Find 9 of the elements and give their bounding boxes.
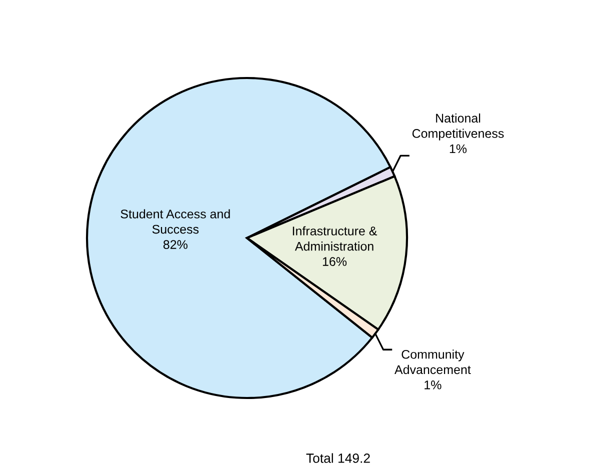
slice-label: National Competitiveness (412, 113, 504, 140)
text: Total 149.2 (306, 453, 370, 463)
slice-label: Infrastructure & Administration (292, 226, 378, 251)
data-label: 82% (163, 240, 188, 249)
slice-label: Student Access and Success (120, 209, 230, 234)
data-label: 16% (322, 257, 347, 266)
data-label: 1% (450, 144, 467, 154)
slice-label: Community Advancement (394, 350, 471, 374)
data-label: 1% (424, 380, 442, 390)
